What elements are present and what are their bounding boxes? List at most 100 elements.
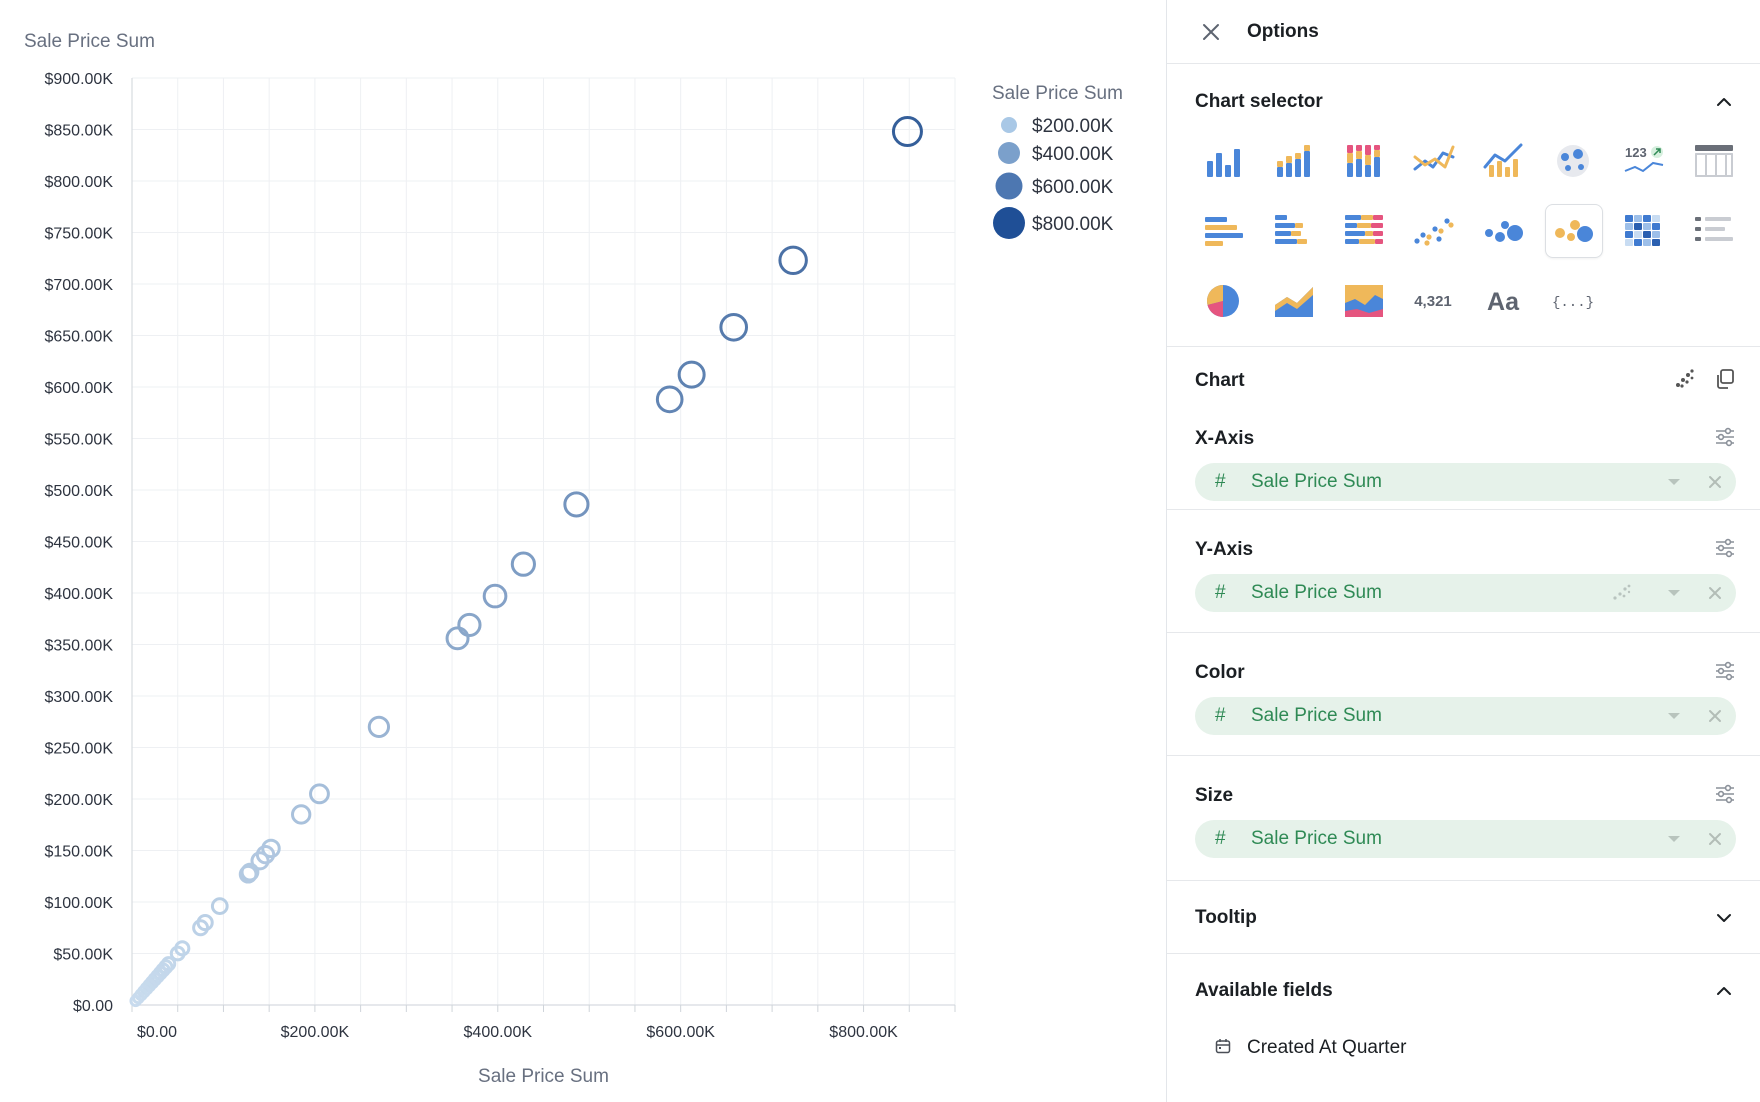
map-chart-icon[interactable] — [1545, 134, 1603, 188]
divider — [1167, 632, 1760, 633]
number-chart-icon[interactable]: 4,321 — [1405, 274, 1463, 328]
horizontal-bar-chart-icon[interactable] — [1195, 204, 1253, 258]
horizontal-stacked-bar-chart-icon[interactable] — [1265, 204, 1323, 258]
field-pill[interactable]: # Sale Price Sum — [1195, 820, 1736, 858]
field-size: Size # Sale Price Sum — [1195, 756, 1736, 880]
divider — [1167, 755, 1760, 756]
tooltip-section[interactable]: Tooltip — [1167, 881, 1760, 954]
data-point[interactable] — [238, 864, 258, 884]
scatter-icon[interactable] — [1612, 584, 1632, 607]
data-point[interactable] — [367, 715, 391, 739]
data-point[interactable] — [891, 116, 923, 148]
field-x-axis: X-Axis # Sale Price Sum — [1195, 415, 1736, 511]
copy-icon[interactable] — [1714, 368, 1736, 395]
y-tick-label: $750.00K — [44, 226, 113, 243]
chevron-down-icon[interactable] — [1712, 906, 1736, 930]
settings-icon[interactable] — [1714, 784, 1736, 809]
chevron-up-icon[interactable] — [1712, 90, 1736, 114]
field-label: Size — [1195, 785, 1234, 806]
stacked-100-bar-chart-icon[interactable] — [1335, 134, 1393, 188]
data-point[interactable] — [677, 360, 706, 389]
y-tick-label: $500.00K — [44, 483, 113, 500]
field-pill[interactable]: # Sale Price Sum — [1195, 697, 1736, 735]
kpi-chart-icon[interactable]: 123 — [1615, 134, 1673, 188]
number-type-icon: # — [1215, 705, 1226, 726]
scatter-icon[interactable] — [1674, 368, 1696, 395]
options-panel: Options Chart selector 123 4,321 Aa {...} C… — [1166, 0, 1760, 1102]
remove-icon[interactable] — [1706, 707, 1724, 725]
dropdown-caret-icon[interactable] — [1668, 590, 1680, 596]
scatter-chart-icon[interactable] — [1405, 204, 1463, 258]
table-chart-icon[interactable] — [1685, 134, 1743, 188]
scatter-chart: $0.00 $50.00K $100.00K $150.00K $200.00K $250… — [24, 31, 1123, 1087]
x-tick-label: $600.00K — [646, 1024, 715, 1041]
remove-icon[interactable] — [1706, 584, 1724, 602]
svg-text:123: 123 — [1625, 145, 1647, 160]
line-chart-icon[interactable] — [1405, 134, 1463, 188]
y-tick-label: $850.00K — [44, 123, 113, 140]
bubble-color-chart-icon[interactable] — [1545, 204, 1603, 258]
data-point[interactable] — [445, 626, 470, 651]
data-point[interactable] — [778, 245, 808, 276]
chart-selector-title: Chart selector — [1195, 91, 1323, 112]
bar-chart-icon[interactable] — [1195, 134, 1253, 188]
remove-icon[interactable] — [1706, 473, 1724, 491]
stacked-area-chart-icon[interactable] — [1335, 274, 1393, 328]
calendar-icon — [1215, 1038, 1231, 1059]
horizontal-stacked-100-bar-chart-icon[interactable] — [1335, 204, 1393, 258]
field-pill[interactable]: # Sale Price Sum — [1195, 574, 1736, 612]
data-point[interactable] — [482, 583, 508, 609]
y-tick-label: $350.00K — [44, 638, 113, 655]
data-point[interactable] — [291, 804, 312, 825]
tooltip-title: Tooltip — [1195, 906, 1257, 928]
heatmap-chart-icon[interactable] — [1615, 204, 1673, 258]
chart-area: $0.00 $50.00K $100.00K $150.00K $200.00K $250… — [24, 31, 1123, 1087]
bubble-chart-icon[interactable] — [1475, 204, 1533, 258]
available-field-item[interactable]: Created At Quarter — [1195, 1028, 1736, 1068]
data-point[interactable] — [192, 919, 210, 937]
field-pill[interactable]: # Sale Price Sum — [1195, 463, 1736, 501]
chevron-up-icon[interactable] — [1712, 979, 1736, 1003]
chart-config-section: Chart X-Axis — [1167, 347, 1760, 881]
y-tick-label: $250.00K — [44, 741, 113, 758]
y-tick-label: $150.00K — [44, 844, 113, 861]
text-chart-icon[interactable]: Aa — [1475, 274, 1533, 328]
list-chart-icon[interactable] — [1685, 204, 1743, 258]
close-icon[interactable] — [1201, 22, 1221, 42]
y-tick-label: $100.00K — [44, 895, 113, 912]
data-point[interactable] — [250, 851, 270, 871]
data-point[interactable] — [510, 551, 536, 577]
dropdown-caret-icon[interactable] — [1668, 479, 1680, 485]
remove-icon[interactable] — [1706, 830, 1724, 848]
data-point[interactable] — [129, 994, 142, 1008]
y-tick-label: $700.00K — [44, 277, 113, 294]
y-tick-label: $800.00K — [44, 174, 113, 191]
chart-config-title: Chart — [1195, 370, 1245, 391]
combo-chart-icon[interactable] — [1475, 134, 1533, 188]
legend-label: $200.00K — [1032, 116, 1114, 137]
field-list: X-Axis # Sale Price Sum — [1167, 415, 1760, 881]
dropdown-caret-icon[interactable] — [1668, 713, 1680, 719]
data-point[interactable] — [719, 312, 749, 342]
x-tick-label: $0.00 — [137, 1024, 177, 1041]
data-point[interactable] — [457, 612, 482, 638]
pie-chart-icon[interactable] — [1195, 274, 1253, 328]
legend-label: $400.00K — [1032, 144, 1114, 165]
data-point[interactable] — [563, 491, 590, 518]
stacked-bar-chart-icon[interactable] — [1265, 134, 1323, 188]
svg-text:{...}: {...} — [1553, 295, 1594, 311]
area-chart-icon[interactable] — [1265, 274, 1323, 328]
data-point[interactable] — [169, 945, 186, 962]
settings-icon[interactable] — [1714, 661, 1736, 686]
data-point[interactable] — [655, 385, 684, 414]
json-chart-icon[interactable]: {...} — [1545, 274, 1603, 328]
settings-icon[interactable] — [1714, 538, 1736, 563]
field-pill-label: Sale Price Sum — [1251, 828, 1382, 849]
settings-icon[interactable] — [1714, 427, 1736, 452]
data-point[interactable] — [210, 897, 229, 915]
divider — [1167, 880, 1760, 881]
dropdown-caret-icon[interactable] — [1668, 836, 1680, 842]
data-point[interactable] — [309, 783, 330, 805]
legend-swatch — [1001, 117, 1017, 133]
y-tick-label: $650.00K — [44, 329, 113, 346]
